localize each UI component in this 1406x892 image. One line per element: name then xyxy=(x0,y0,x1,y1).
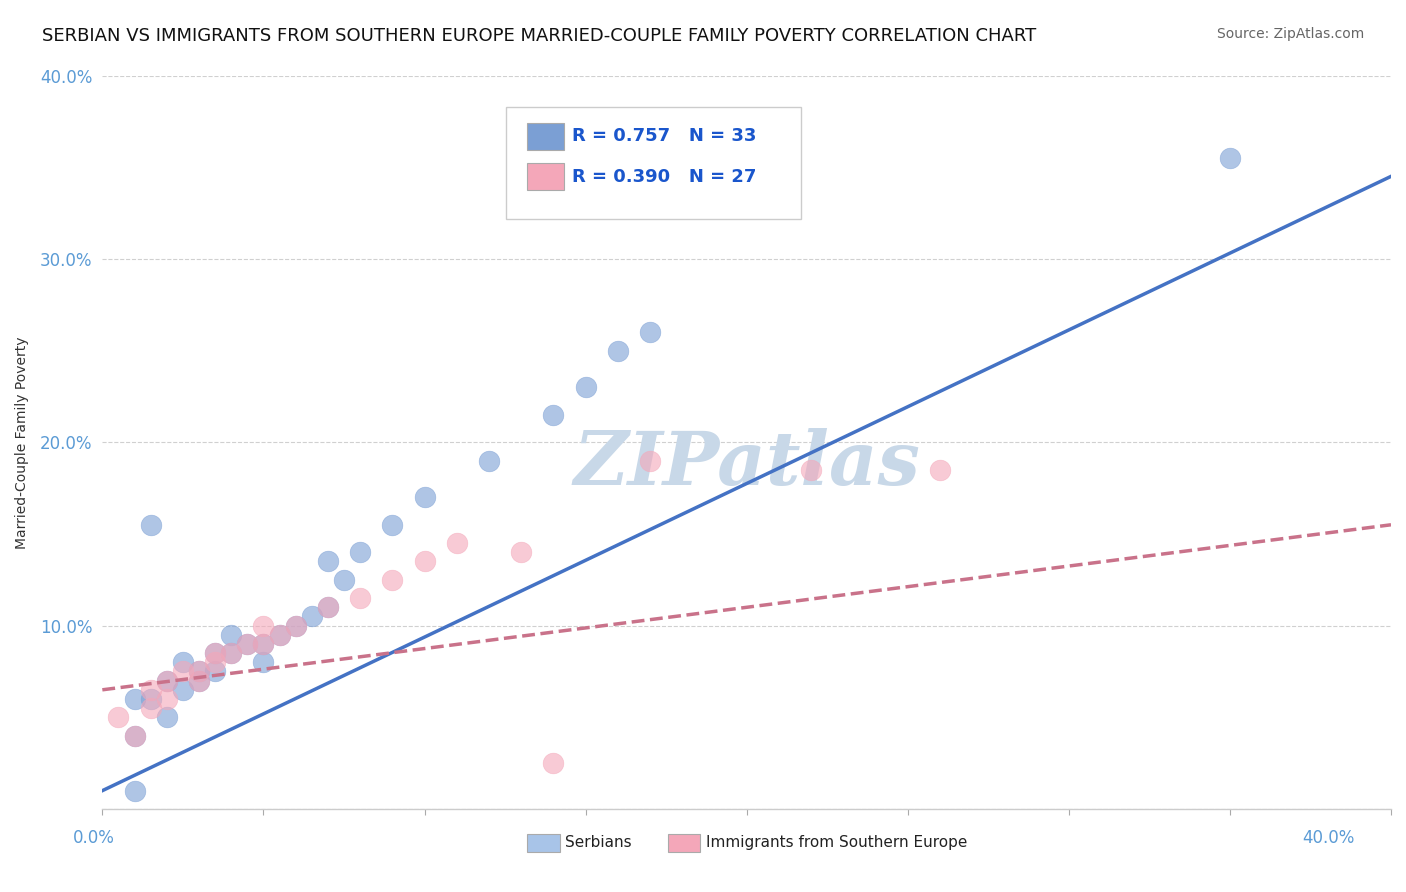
Point xyxy=(446,536,468,550)
Point xyxy=(188,673,211,688)
Point xyxy=(638,453,661,467)
Point xyxy=(219,646,242,660)
Point xyxy=(252,618,274,632)
Point xyxy=(269,628,291,642)
Point xyxy=(510,545,533,559)
Point xyxy=(219,628,242,642)
Point xyxy=(284,618,307,632)
Point xyxy=(124,729,146,743)
Point xyxy=(413,554,436,568)
Text: Immigrants from Southern Europe: Immigrants from Southern Europe xyxy=(706,836,967,850)
Point xyxy=(301,609,323,624)
Text: R = 0.757   N = 33: R = 0.757 N = 33 xyxy=(572,128,756,145)
Point xyxy=(172,665,194,679)
Point xyxy=(204,655,226,669)
Point xyxy=(349,591,371,606)
Text: Serbians: Serbians xyxy=(565,836,631,850)
Point xyxy=(139,517,162,532)
Point xyxy=(574,380,596,394)
Point xyxy=(269,628,291,642)
Point xyxy=(800,463,823,477)
Point xyxy=(219,646,242,660)
Point xyxy=(139,682,162,697)
Point xyxy=(236,637,259,651)
Point xyxy=(349,545,371,559)
Point xyxy=(381,573,404,587)
Point xyxy=(316,600,339,615)
Point xyxy=(156,673,179,688)
Point xyxy=(156,673,179,688)
Point xyxy=(188,673,211,688)
Text: Source: ZipAtlas.com: Source: ZipAtlas.com xyxy=(1216,27,1364,41)
Text: 0.0%: 0.0% xyxy=(73,829,115,847)
Point xyxy=(107,710,129,724)
Point xyxy=(172,682,194,697)
Point xyxy=(252,637,274,651)
Point xyxy=(156,710,179,724)
Text: R = 0.390   N = 27: R = 0.390 N = 27 xyxy=(572,168,756,186)
Point xyxy=(316,600,339,615)
Point xyxy=(204,646,226,660)
Point xyxy=(124,729,146,743)
Point xyxy=(252,655,274,669)
Point xyxy=(204,665,226,679)
Point xyxy=(156,692,179,706)
Point xyxy=(124,783,146,797)
Point xyxy=(188,665,211,679)
Point xyxy=(188,665,211,679)
Point xyxy=(478,453,501,467)
Point xyxy=(543,408,565,422)
Point xyxy=(543,756,565,771)
Point xyxy=(284,618,307,632)
Text: 40.0%: 40.0% xyxy=(1302,829,1355,847)
Point xyxy=(172,655,194,669)
Point xyxy=(1219,151,1241,165)
Text: ZIPatlas: ZIPatlas xyxy=(574,428,920,500)
Point xyxy=(333,573,356,587)
Text: SERBIAN VS IMMIGRANTS FROM SOUTHERN EUROPE MARRIED-COUPLE FAMILY POVERTY CORRELA: SERBIAN VS IMMIGRANTS FROM SOUTHERN EURO… xyxy=(42,27,1036,45)
Point xyxy=(139,692,162,706)
Point xyxy=(929,463,952,477)
Point xyxy=(204,646,226,660)
Point xyxy=(124,692,146,706)
Point xyxy=(252,637,274,651)
Y-axis label: Married-Couple Family Poverty: Married-Couple Family Poverty xyxy=(15,336,30,549)
Point xyxy=(638,325,661,339)
Point xyxy=(413,490,436,504)
Point xyxy=(381,517,404,532)
Point xyxy=(606,343,628,358)
Point xyxy=(316,554,339,568)
Point xyxy=(139,701,162,715)
Point xyxy=(236,637,259,651)
